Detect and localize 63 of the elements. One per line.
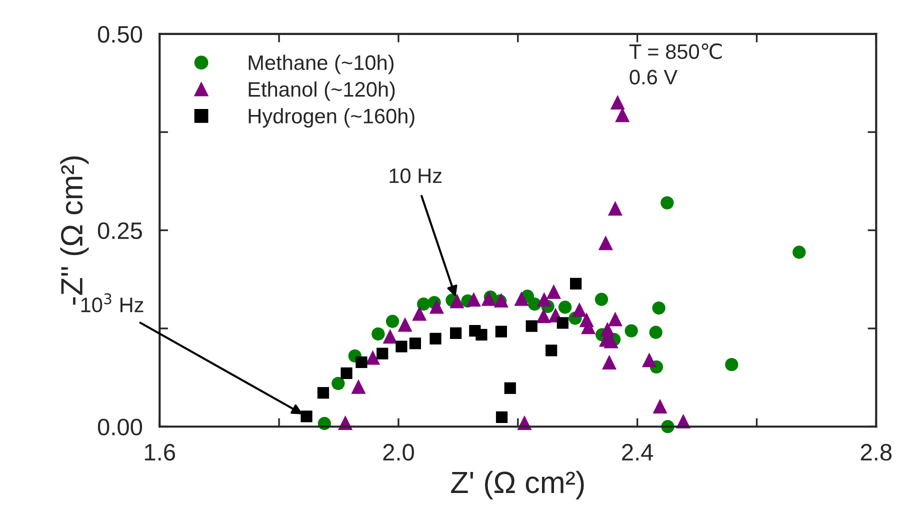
- legend-label: Ethanol (~120h): [248, 81, 395, 101]
- point: [466, 292, 481, 307]
- point: [546, 284, 562, 299]
- point: [608, 312, 623, 326]
- point: [598, 236, 613, 250]
- point: [481, 291, 496, 306]
- point: [340, 367, 352, 380]
- point: [602, 354, 617, 370]
- point: [504, 382, 516, 394]
- point: [412, 306, 427, 321]
- point: [476, 328, 488, 341]
- y-tick-label: 0.25: [98, 222, 142, 240]
- point: [430, 332, 442, 344]
- point: [610, 94, 625, 110]
- point: [652, 301, 666, 315]
- annotation: 10 Hz: [390, 168, 442, 184]
- y-tick-label: 0.00: [98, 418, 142, 436]
- point: [332, 376, 345, 390]
- point: [450, 294, 464, 308]
- point: [382, 329, 398, 344]
- point: [725, 358, 738, 372]
- point: [450, 327, 462, 339]
- point: [514, 291, 529, 306]
- point: [624, 324, 638, 338]
- point: [398, 317, 412, 332]
- point: [496, 411, 508, 424]
- legend-label: Hydrogen (~160h): [248, 108, 414, 128]
- point: [372, 327, 385, 341]
- point: [556, 317, 568, 329]
- point: [396, 340, 408, 352]
- x-tick-label: 1.6: [145, 444, 176, 461]
- point: [409, 338, 422, 350]
- point: [642, 352, 657, 368]
- point: [376, 348, 388, 360]
- point: [594, 292, 608, 306]
- annotation: T = 850℃ 0.6 V: [629, 43, 722, 85]
- point: [792, 246, 806, 259]
- point: [429, 299, 444, 314]
- point: [536, 292, 552, 307]
- point: [351, 379, 366, 394]
- point: [546, 344, 558, 356]
- point: [558, 300, 572, 314]
- point: [495, 326, 507, 338]
- x-axis-title: Z' (Ω cm²): [451, 470, 584, 500]
- point: [526, 320, 538, 332]
- point: [386, 314, 400, 328]
- y-tick-label: 0.50: [98, 26, 142, 43]
- point: [652, 398, 668, 414]
- x-tick-label: 2.4: [622, 444, 654, 460]
- point: [649, 326, 662, 339]
- point: [317, 387, 330, 399]
- x-tick-label: 2.0: [383, 444, 414, 461]
- point: [615, 108, 630, 122]
- point: [608, 200, 623, 216]
- point: [660, 196, 674, 210]
- point: [366, 350, 380, 365]
- legend-label: Methane (~10h): [248, 54, 394, 74]
- x-tick-label: 2.8: [860, 444, 892, 461]
- point: [570, 278, 582, 290]
- point: [300, 410, 312, 422]
- point: [536, 308, 551, 324]
- point: [572, 302, 587, 317]
- point: [356, 356, 368, 368]
